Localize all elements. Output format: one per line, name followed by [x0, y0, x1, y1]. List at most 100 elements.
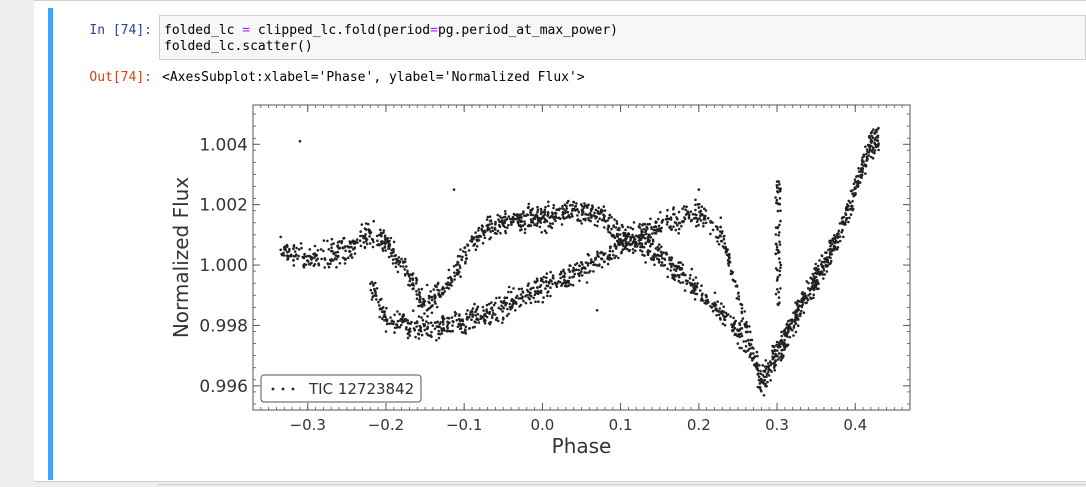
- data-point: [643, 254, 646, 257]
- data-point: [459, 327, 463, 330]
- data-point: [572, 266, 575, 270]
- data-point: [874, 144, 878, 147]
- data-point: [789, 322, 792, 326]
- data-point: [665, 251, 668, 255]
- data-point: [539, 207, 543, 211]
- data-point: [613, 218, 616, 221]
- data-point: [651, 239, 655, 243]
- data-point: [508, 217, 512, 221]
- data-point: [774, 242, 778, 246]
- data-point: [554, 219, 557, 223]
- data-point: [735, 297, 739, 300]
- data-point: [704, 299, 708, 303]
- data-point: [740, 346, 743, 350]
- data-point: [437, 336, 441, 340]
- data-point: [612, 224, 615, 227]
- data-point: [367, 228, 371, 231]
- data-point: [696, 203, 699, 206]
- code-token: clipped_lc.fold(period: [250, 23, 431, 38]
- data-point: [480, 224, 484, 227]
- code-token: folded_lc: [164, 23, 243, 38]
- data-point: [373, 287, 376, 291]
- data-point: [669, 225, 672, 228]
- data-point: [774, 226, 778, 229]
- data-point: [471, 307, 475, 310]
- data-point: [785, 344, 789, 348]
- data-point: [865, 153, 868, 156]
- data-point: [811, 272, 815, 276]
- data-point: [520, 287, 523, 291]
- data-point: [497, 218, 500, 221]
- data-point: [727, 256, 731, 260]
- data-point: [577, 219, 580, 222]
- data-point: [632, 221, 636, 224]
- data-point: [677, 265, 681, 268]
- data-point: [411, 282, 414, 285]
- data-point: [538, 285, 542, 289]
- data-point: [466, 309, 469, 312]
- data-point: [361, 234, 365, 238]
- data-point: [430, 304, 434, 308]
- data-point: [502, 307, 506, 310]
- code-operator: =: [430, 23, 438, 38]
- data-point: [731, 278, 735, 282]
- data-point: [432, 288, 436, 291]
- data-point: [701, 299, 705, 302]
- data-point: [377, 233, 381, 237]
- data-point: [512, 220, 515, 224]
- data-point: [498, 220, 501, 224]
- data-point: [663, 257, 666, 261]
- data-point: [543, 213, 546, 216]
- data-point: [483, 319, 487, 322]
- data-point: [857, 167, 860, 170]
- data-point: [657, 258, 661, 261]
- data-point: [797, 304, 801, 308]
- data-point: [415, 279, 418, 283]
- data-point: [682, 271, 685, 275]
- data-point: [470, 309, 474, 313]
- data-point: [753, 355, 756, 359]
- data-point: [555, 208, 558, 212]
- data-point: [582, 218, 585, 221]
- data-point: [608, 249, 612, 253]
- data-point: [408, 284, 412, 287]
- cell-divider: [157, 484, 1086, 485]
- data-point: [348, 249, 351, 253]
- data-point: [457, 314, 461, 317]
- data-point: [732, 316, 735, 320]
- data-point: [420, 303, 423, 307]
- data-point: [774, 363, 777, 367]
- data-point: [689, 273, 692, 277]
- data-point: [292, 254, 295, 258]
- data-point: [476, 235, 479, 239]
- code-input-area[interactable]: folded_lc = clipped_lc.fold(period=pg.pe…: [159, 15, 1086, 60]
- data-point: [626, 232, 630, 235]
- data-point: [866, 150, 869, 153]
- data-point: [823, 261, 826, 264]
- data-point: [670, 256, 673, 259]
- data-point: [665, 217, 669, 221]
- data-point: [548, 222, 552, 225]
- data-point: [657, 248, 660, 252]
- data-point: [362, 236, 365, 240]
- data-point: [562, 212, 565, 215]
- data-point: [761, 364, 764, 367]
- data-point: [359, 230, 363, 233]
- data-point: [834, 248, 838, 251]
- data-point: [330, 237, 334, 241]
- data-point: [439, 332, 442, 336]
- data-point: [836, 246, 840, 249]
- data-point: [382, 231, 385, 235]
- data-point: [407, 322, 411, 325]
- data-point: [639, 249, 642, 252]
- data-point: [471, 313, 474, 317]
- data-point: [673, 278, 677, 282]
- data-point: [384, 238, 387, 242]
- data-point: [677, 210, 681, 214]
- data-point: [611, 249, 615, 253]
- data-point: [860, 163, 864, 166]
- notebook-cell[interactable]: [34, 0, 1086, 482]
- data-point: [533, 217, 537, 221]
- data-point: [520, 219, 523, 222]
- data-point: [621, 248, 624, 251]
